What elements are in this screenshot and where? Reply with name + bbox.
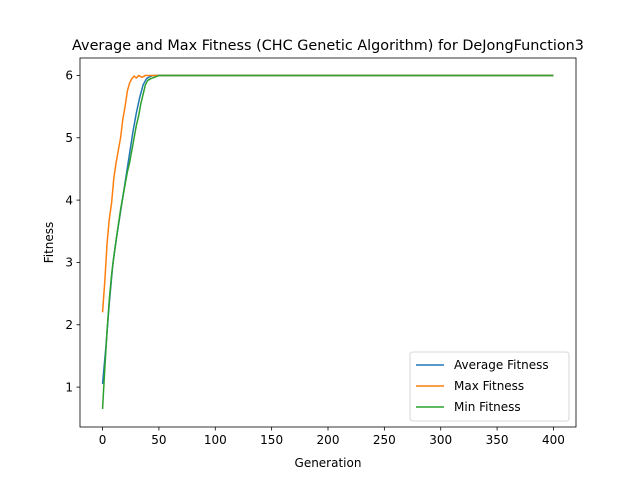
x-tick-label: 250 xyxy=(373,433,396,447)
y-tick-label: 1 xyxy=(65,380,73,394)
x-tick-label: 200 xyxy=(317,433,340,447)
legend: Average Fitness Max Fitness Min Fitness xyxy=(409,351,570,422)
x-tick-label: 100 xyxy=(204,433,227,447)
legend-label-min-fitness: Min Fitness xyxy=(454,400,521,414)
series-line-max-fitness xyxy=(101,74,554,313)
x-tick-label: 400 xyxy=(542,433,565,447)
x-tick-label: 350 xyxy=(486,433,509,447)
series-line-min-fitness xyxy=(101,74,554,409)
y-axis-label: Fitness xyxy=(42,222,56,264)
x-tick-label: 0 xyxy=(99,433,107,447)
y-tick-label: 5 xyxy=(65,131,73,145)
y-tick-label: 4 xyxy=(65,193,73,207)
chart-title: Average and Max Fitness (CHC Genetic Alg… xyxy=(72,38,584,54)
legend-label-average-fitness: Average Fitness xyxy=(454,358,549,372)
y-tick-label: 3 xyxy=(65,256,73,270)
legend-label-max-fitness: Max Fitness xyxy=(454,379,524,393)
y-axis-ticks: 1 2 3 4 5 6 xyxy=(65,69,80,394)
x-tick-label: 150 xyxy=(260,433,283,447)
x-tick-label: 50 xyxy=(151,433,166,447)
y-tick-label: 2 xyxy=(65,318,73,332)
x-axis-label: Generation xyxy=(295,456,362,470)
y-tick-label: 6 xyxy=(65,69,73,83)
series-layer xyxy=(101,74,554,409)
x-tick-label: 300 xyxy=(429,433,452,447)
legend-box xyxy=(409,351,570,422)
x-axis-ticks: 0 50 100 150 200 250 300 350 400 xyxy=(99,427,565,447)
